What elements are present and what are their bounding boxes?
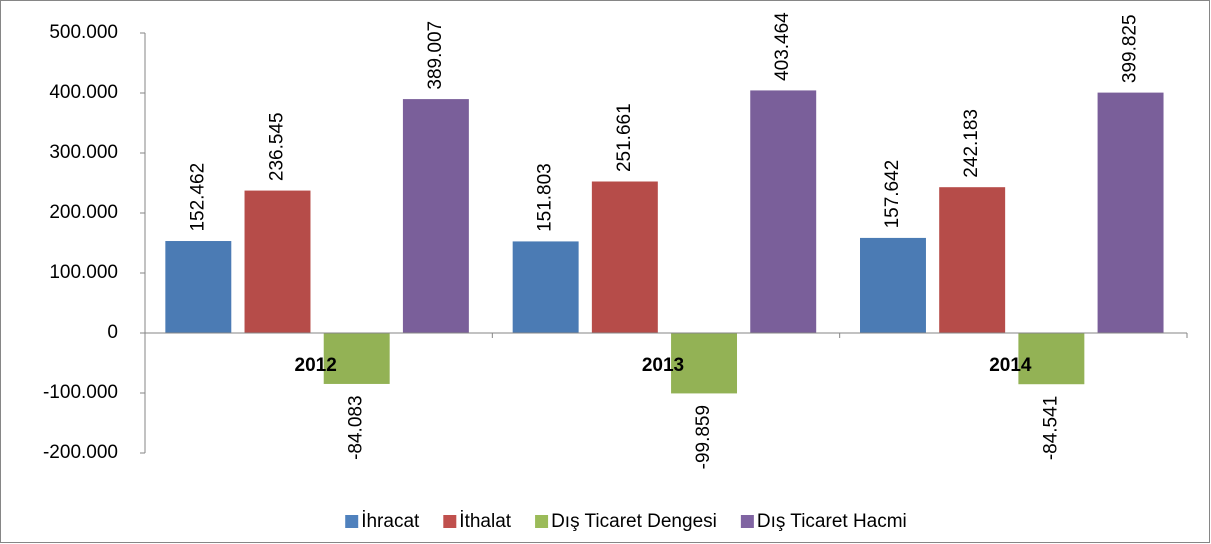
legend-label: İthalat (459, 511, 511, 532)
y-tick-label: 200.000 (49, 202, 118, 223)
x-tick-label: 2014 (989, 355, 1032, 376)
bar (591, 181, 658, 334)
bar (1018, 332, 1085, 385)
bar (750, 90, 817, 334)
data-label: 151.803 (535, 163, 556, 232)
data-label: 403.464 (772, 12, 793, 81)
data-label: 389.007 (425, 21, 446, 90)
y-tick-label: 500.000 (49, 22, 118, 43)
legend-swatch (740, 515, 754, 528)
legend-swatch (535, 515, 549, 528)
data-label: 157.642 (882, 160, 903, 229)
y-tick-label: 300.000 (49, 142, 118, 163)
bar (323, 332, 390, 384)
data-label: 242.183 (961, 109, 982, 178)
legend-swatch (345, 515, 359, 528)
y-tick-label: 400.000 (49, 82, 118, 103)
data-label: 251.661 (614, 103, 635, 172)
data-label: -84.541 (1040, 396, 1061, 460)
y-tick-label: -200.000 (43, 442, 118, 463)
bar (860, 237, 926, 334)
bar (244, 190, 311, 334)
legend-label: İhracat (361, 511, 420, 532)
y-tick-label: -100.000 (43, 382, 118, 403)
legend-swatch (443, 515, 457, 528)
data-label: -84.083 (346, 395, 367, 459)
bar (671, 332, 738, 394)
y-tick-label: 100.000 (49, 262, 118, 283)
bar (165, 241, 232, 334)
data-label: -99.859 (693, 405, 714, 469)
bar (512, 241, 579, 334)
bar (939, 187, 1006, 334)
bar (1097, 92, 1164, 334)
data-label: 152.462 (187, 163, 208, 232)
bar (402, 99, 469, 334)
legend-label: Dış Ticaret Dengesi (551, 511, 717, 532)
x-tick-label: 2012 (295, 355, 337, 376)
data-label: 399.825 (1120, 14, 1141, 83)
data-label: 236.545 (267, 112, 288, 181)
x-tick-label: 2013 (642, 355, 684, 376)
y-tick-label: 0 (107, 322, 118, 343)
legend-label: Dış Ticaret Hacmi (757, 511, 907, 532)
legend: İhracat İthalat Dış Ticaret Dengesi Dış Tic… (345, 511, 907, 532)
